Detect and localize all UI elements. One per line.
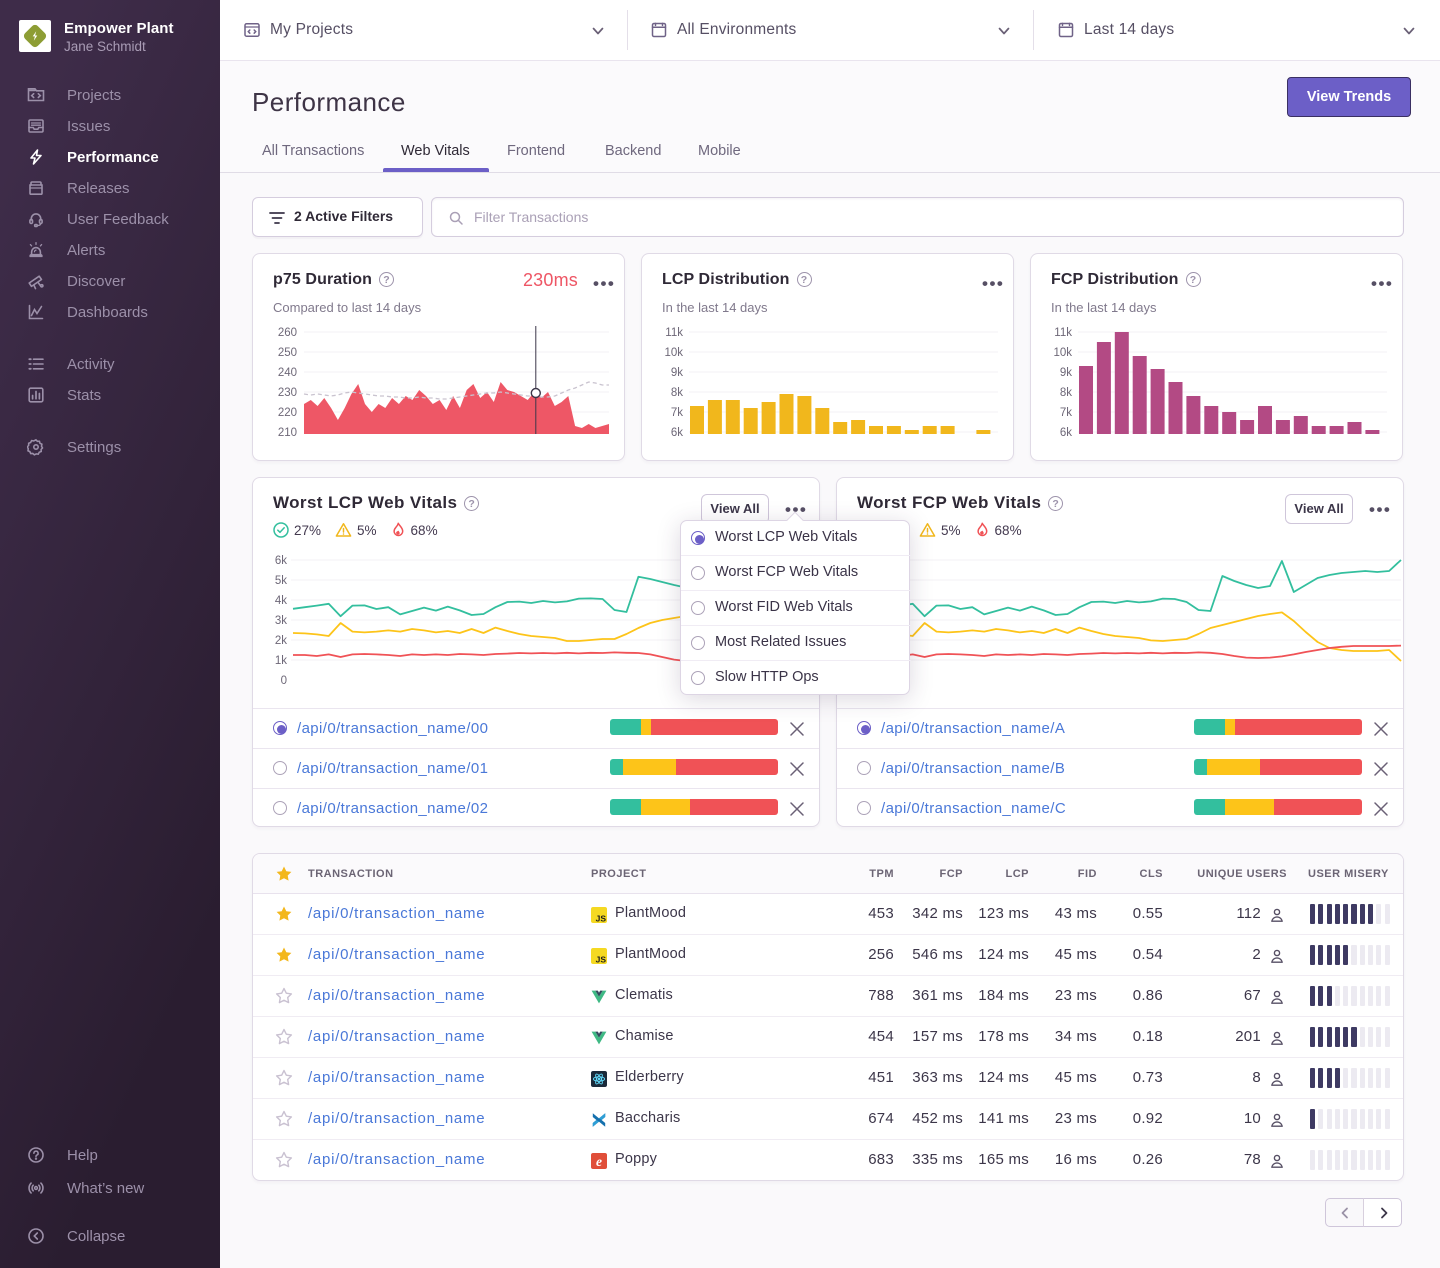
svg-text:6k: 6k (1060, 427, 1072, 439)
svg-text:10k: 10k (664, 347, 683, 359)
svg-text:JS: JS (596, 914, 607, 924)
svg-text:240: 240 (278, 367, 297, 379)
svg-text:9k: 9k (671, 367, 683, 379)
svg-text:6k: 6k (275, 555, 287, 567)
svg-text:2k: 2k (275, 635, 287, 647)
svg-text:230: 230 (278, 387, 297, 399)
svg-text:6k: 6k (671, 427, 683, 439)
svg-text:250: 250 (278, 347, 297, 359)
svg-text:7k: 7k (1060, 407, 1072, 419)
svg-text:11k: 11k (1054, 327, 1072, 339)
svg-text:210: 210 (278, 427, 297, 439)
svg-text:4k: 4k (275, 595, 287, 607)
svg-text:220: 220 (278, 407, 297, 419)
svg-text:9k: 9k (1060, 367, 1072, 379)
svg-text:8k: 8k (1060, 387, 1072, 399)
svg-text:11k: 11k (665, 327, 683, 339)
svg-text:5k: 5k (275, 575, 287, 587)
svg-text:e: e (596, 1154, 602, 1169)
svg-text:JS: JS (596, 955, 607, 965)
svg-text:7k: 7k (671, 407, 683, 419)
svg-text:1k: 1k (275, 655, 287, 667)
svg-text:260: 260 (278, 327, 297, 339)
svg-text:10k: 10k (1053, 347, 1072, 359)
svg-text:8k: 8k (671, 387, 683, 399)
svg-text:0: 0 (281, 675, 287, 687)
svg-text:3k: 3k (275, 615, 287, 627)
